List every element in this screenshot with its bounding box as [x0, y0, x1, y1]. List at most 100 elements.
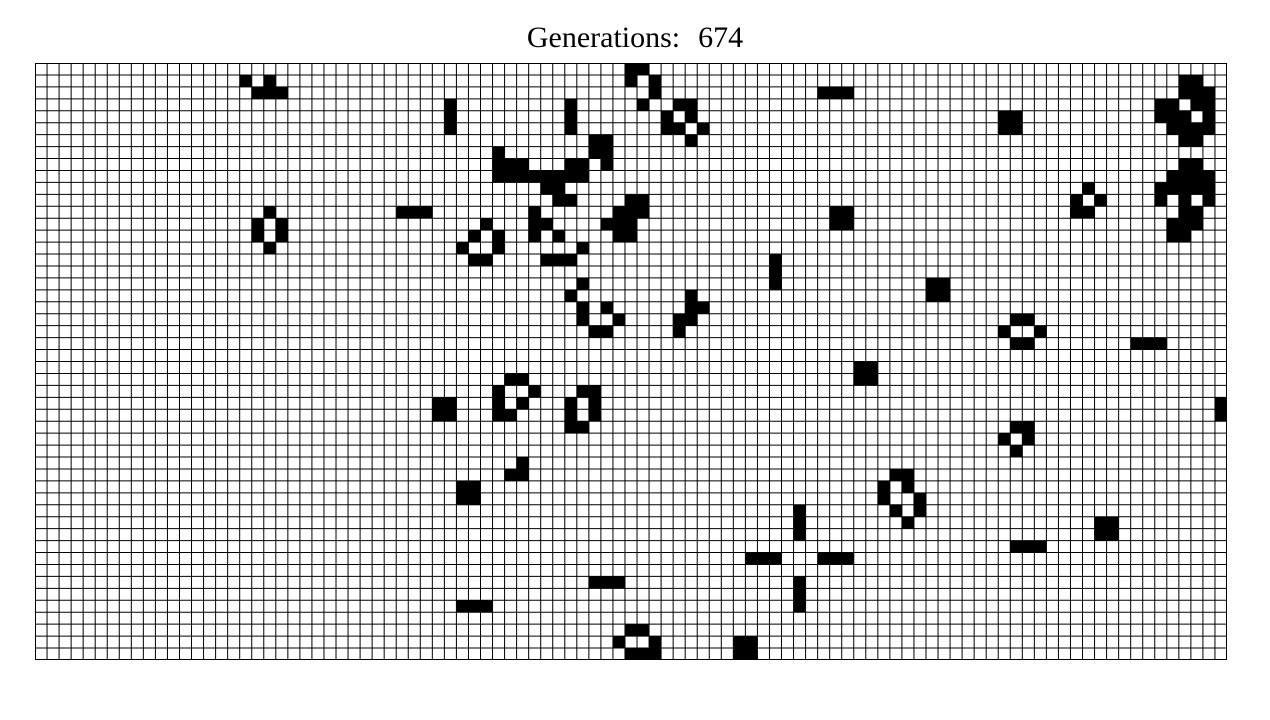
live-cell[interactable]: [588, 397, 602, 410]
live-cell[interactable]: [588, 146, 602, 159]
live-cell[interactable]: [1094, 516, 1107, 529]
live-cell[interactable]: [612, 206, 626, 219]
live-cell[interactable]: [1154, 194, 1168, 207]
live-cell[interactable]: [564, 254, 578, 267]
live-cell[interactable]: [637, 98, 650, 112]
live-cell[interactable]: [637, 206, 650, 219]
live-cell[interactable]: [528, 230, 541, 243]
live-cell[interactable]: [673, 313, 686, 326]
live-cell[interactable]: [1154, 182, 1168, 195]
live-cell[interactable]: [552, 194, 566, 207]
live-cell[interactable]: [564, 397, 578, 410]
live-cell[interactable]: [661, 122, 674, 135]
life-grid[interactable]: [35, 63, 1227, 660]
live-cell[interactable]: [263, 86, 277, 100]
live-cell[interactable]: [1190, 74, 1204, 88]
live-cell[interactable]: [1166, 230, 1180, 243]
live-cell[interactable]: [600, 301, 614, 315]
live-cell[interactable]: [504, 170, 517, 183]
live-cell[interactable]: [492, 230, 505, 243]
live-cell[interactable]: [853, 361, 867, 374]
live-cell[interactable]: [492, 146, 505, 159]
live-cell[interactable]: [432, 397, 445, 410]
live-cell[interactable]: [841, 206, 855, 219]
live-cell[interactable]: [745, 552, 758, 565]
live-cell[interactable]: [1022, 337, 1035, 350]
live-cell[interactable]: [853, 373, 867, 386]
live-cell[interactable]: [769, 277, 782, 291]
live-cell[interactable]: [564, 122, 578, 135]
live-cell[interactable]: [1166, 182, 1180, 195]
live-cell[interactable]: [841, 552, 855, 565]
live-cell[interactable]: [552, 254, 566, 267]
live-cell[interactable]: [685, 134, 698, 147]
live-cell[interactable]: [576, 170, 590, 183]
live-cell[interactable]: [1034, 325, 1047, 338]
live-cell[interactable]: [1202, 122, 1216, 135]
life-board[interactable]: [35, 63, 1227, 660]
live-cell[interactable]: [649, 648, 662, 660]
live-cell[interactable]: [769, 552, 782, 565]
live-cell[interactable]: [1010, 337, 1023, 350]
live-cell[interactable]: [661, 110, 674, 123]
live-cell[interactable]: [1010, 110, 1023, 123]
live-cell[interactable]: [998, 325, 1011, 338]
live-cell[interactable]: [1190, 206, 1204, 219]
live-cell[interactable]: [576, 421, 590, 434]
live-cell[interactable]: [1070, 206, 1083, 219]
live-cell[interactable]: [239, 74, 253, 88]
live-cell[interactable]: [1190, 122, 1204, 135]
live-cell[interactable]: [504, 373, 517, 386]
live-cell[interactable]: [516, 468, 529, 482]
live-cell[interactable]: [1010, 313, 1023, 326]
live-cell[interactable]: [420, 206, 433, 219]
live-cell[interactable]: [1178, 182, 1192, 195]
live-cell[interactable]: [649, 86, 662, 100]
live-cell[interactable]: [1214, 397, 1227, 410]
live-cell[interactable]: [1178, 74, 1192, 88]
live-cell[interactable]: [516, 170, 529, 183]
live-cell[interactable]: [793, 576, 806, 589]
live-cell[interactable]: [612, 576, 626, 589]
live-cell[interactable]: [1202, 194, 1216, 207]
live-cell[interactable]: [576, 313, 590, 326]
live-cell[interactable]: [564, 194, 578, 207]
live-cell[interactable]: [1214, 409, 1227, 422]
live-cell[interactable]: [817, 86, 830, 100]
live-cell[interactable]: [444, 397, 457, 410]
live-cell[interactable]: [588, 409, 602, 422]
live-cell[interactable]: [468, 492, 481, 506]
live-cell[interactable]: [733, 636, 746, 649]
live-cell[interactable]: [528, 170, 541, 183]
live-cell[interactable]: [263, 74, 277, 88]
live-cell[interactable]: [624, 194, 638, 207]
live-cell[interactable]: [1178, 110, 1192, 123]
live-cell[interactable]: [564, 421, 578, 434]
live-cell[interactable]: [745, 636, 758, 649]
live-cell[interactable]: [1178, 230, 1192, 243]
live-cell[interactable]: [492, 242, 505, 255]
live-cell[interactable]: [1022, 313, 1035, 326]
live-cell[interactable]: [1022, 421, 1035, 434]
live-cell[interactable]: [1022, 433, 1035, 446]
live-cell[interactable]: [624, 648, 638, 660]
live-cell[interactable]: [624, 206, 638, 219]
live-cell[interactable]: [564, 170, 578, 183]
live-cell[interactable]: [528, 385, 541, 398]
live-cell[interactable]: [564, 409, 578, 422]
live-cell[interactable]: [480, 254, 493, 267]
live-cell[interactable]: [841, 218, 855, 231]
live-cell[interactable]: [1070, 194, 1083, 207]
live-cell[interactable]: [444, 110, 457, 123]
live-cell[interactable]: [685, 301, 698, 315]
live-cell[interactable]: [793, 528, 806, 541]
live-cell[interactable]: [877, 492, 891, 506]
live-cell[interactable]: [564, 289, 578, 303]
live-cell[interactable]: [444, 409, 457, 422]
live-cell[interactable]: [516, 457, 529, 470]
live-cell[interactable]: [1034, 540, 1047, 553]
live-cell[interactable]: [624, 230, 638, 243]
live-cell[interactable]: [829, 86, 843, 100]
live-cell[interactable]: [564, 158, 578, 171]
live-cell[interactable]: [600, 576, 614, 589]
